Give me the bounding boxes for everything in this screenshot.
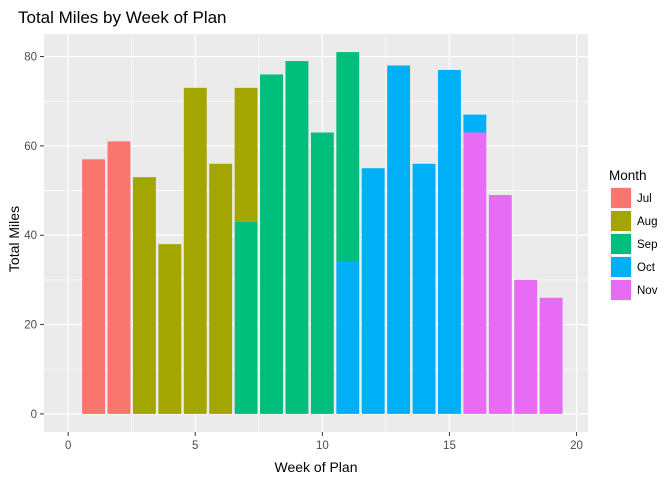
bar-aug-week-7 (234, 87, 258, 222)
y-tick-label: 80 (24, 52, 37, 64)
legend-key-sep (611, 234, 631, 254)
legend-label-oct: Oct (637, 262, 656, 274)
bars (82, 52, 563, 414)
y-tick-label: 20 (24, 320, 37, 332)
bar-nov-week-18 (514, 279, 538, 414)
chart-title: Total Miles by Week of Plan (18, 8, 227, 27)
bar-sep-week-9 (285, 61, 309, 414)
bar-oct-week-14 (412, 163, 436, 414)
legend: Month Jul Aug Sep Oct Nov (609, 168, 658, 301)
y-axis-title: Total Miles (6, 206, 22, 272)
bar-aug-week-4 (158, 244, 182, 414)
legend-label-nov: Nov (637, 285, 658, 297)
bar-sep-week-11 (336, 52, 360, 263)
bar-oct-week-12 (361, 168, 385, 414)
bar-sep-week-7 (234, 221, 258, 414)
x-tick-label: 10 (316, 440, 329, 452)
bar-aug-week-3 (132, 177, 156, 414)
bar-sep-week-10 (310, 132, 334, 414)
x-tick-label: 20 (570, 440, 583, 452)
bar-sep-week-8 (260, 74, 283, 414)
legend-label-sep: Sep (637, 239, 657, 251)
x-axis-title: Week of Plan (274, 459, 357, 475)
legend-title: Month (609, 168, 647, 183)
legend-label-jul: Jul (637, 193, 652, 205)
x-tick-label: 5 (192, 440, 198, 452)
axes: 0 5 10 15 20 0 20 40 60 80 (24, 52, 583, 452)
legend-key-aug (611, 211, 631, 231)
x-tick-label: 15 (443, 440, 456, 452)
legend-key-oct (611, 257, 631, 277)
y-tick-label: 40 (24, 230, 37, 242)
legend-label-aug: Aug (637, 216, 657, 228)
bar-oct-week-13 (387, 65, 411, 414)
y-tick-label: 60 (24, 141, 37, 153)
bar-nov-week-19 (539, 297, 563, 414)
bar-jul-week-1 (82, 159, 106, 414)
y-tick-label: 0 (31, 409, 37, 421)
bar-oct-week-11 (336, 262, 360, 414)
bar-aug-week-5 (183, 87, 207, 414)
legend-key-jul (611, 188, 631, 208)
bar-oct-week-16 (463, 114, 487, 133)
bar-oct-week-15 (438, 69, 461, 414)
legend-key-nov (611, 280, 631, 300)
bar-aug-week-6 (209, 163, 233, 414)
x-tick-label: 0 (65, 440, 71, 452)
bar-nov-week-16 (463, 132, 487, 414)
bar-jul-week-2 (107, 141, 131, 414)
bar-nov-week-17 (488, 195, 512, 414)
